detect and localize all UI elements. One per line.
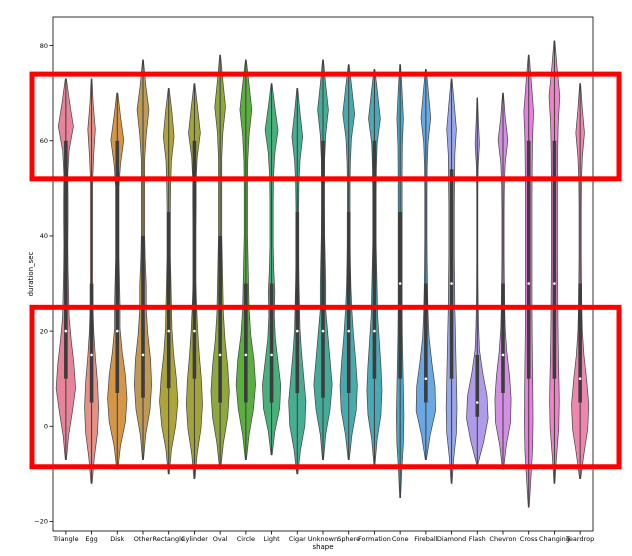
violin-iqr-box (166, 212, 171, 389)
x-axis-title: shape (312, 543, 333, 551)
y-tick-label: 0 (44, 422, 48, 430)
violin-iqr-box (552, 140, 557, 379)
highlight-box (29, 304, 622, 470)
violin-iqr-box (526, 140, 531, 379)
x-tick-label: Triangle (52, 535, 79, 543)
x-tick-label: Light (263, 535, 280, 543)
y-axis: −20 0 20 40 60 80 (34, 42, 53, 526)
x-tick-label: Chevron (489, 535, 516, 543)
violin-median (64, 329, 68, 333)
violin-median (527, 282, 531, 285)
violin-median (424, 377, 428, 381)
x-tick-label: Teardrop (565, 535, 594, 543)
violin-median (244, 353, 248, 357)
x-tick-label: Rectangle (153, 535, 185, 543)
x-tick-label: Cigar (289, 535, 306, 543)
violin-iqr-box (141, 235, 145, 398)
x-tick-label: Oval (213, 535, 228, 543)
x-tick-label: Flash (469, 535, 486, 543)
violin-median (398, 282, 402, 285)
violin-median (193, 329, 196, 333)
x-tick-label: Cross (520, 535, 538, 543)
y-tick-label: 40 (40, 232, 48, 240)
violin-median (90, 353, 93, 357)
violin-iqr-box (346, 212, 351, 393)
violins-layer (55, 40, 590, 508)
violin-iqr-box (269, 283, 274, 403)
x-tick-label: Unknown (308, 535, 338, 543)
violin-iqr-box (578, 283, 582, 403)
violin-median (141, 353, 145, 357)
violin-median (475, 401, 479, 404)
highlight-boxes (29, 71, 622, 470)
x-tick-label: Cone (392, 535, 409, 543)
x-tick-label: Disk (110, 535, 124, 543)
x-tick-label: Egg (85, 535, 97, 543)
violin-iqr-box (115, 140, 120, 393)
x-tick-label: Diamond (437, 535, 466, 543)
y-tick-label: 60 (40, 137, 48, 145)
violin-iqr-box (475, 354, 480, 417)
x-tick-label: Formation (358, 535, 391, 543)
violin-median (218, 353, 222, 357)
violin-iqr-box (192, 140, 197, 379)
violin-median (321, 329, 325, 333)
highlight-box (29, 71, 622, 182)
x-tick-label: Other (134, 535, 153, 543)
y-tick-label: 20 (40, 327, 48, 335)
violin-median (578, 377, 582, 381)
violin-median (373, 329, 376, 333)
violin-iqr-box (398, 212, 402, 379)
y-axis-title: duration_sec (27, 251, 35, 296)
violin-median (270, 353, 273, 357)
violin-iqr-box (218, 235, 222, 403)
violin-median (295, 329, 299, 333)
violin-median (450, 282, 453, 285)
violin-median (553, 282, 556, 285)
violin-iqr-box (501, 283, 505, 393)
violin-iqr-box (372, 140, 377, 379)
violin-iqr-box (321, 140, 325, 398)
violin-iqr-box (449, 169, 454, 379)
y-tick-label: −20 (34, 518, 48, 526)
violin-iqr-box (64, 140, 68, 379)
x-tick-label: Changing (539, 535, 570, 543)
violin-iqr-box (424, 283, 428, 403)
violin-iqr-box (244, 283, 248, 403)
violin-median (347, 329, 351, 333)
x-tick-label: Sphere (337, 535, 360, 543)
violin-iqr-box (295, 212, 300, 393)
violin-median (501, 353, 505, 357)
violin-iqr-box (89, 283, 94, 403)
x-tick-label: Fireball (414, 535, 438, 543)
x-tick-label: Cylinder (181, 535, 208, 543)
y-tick-label: 80 (40, 42, 48, 50)
x-tick-label: Circle (237, 535, 255, 543)
violin-median (115, 329, 119, 333)
violin-median (167, 329, 171, 333)
